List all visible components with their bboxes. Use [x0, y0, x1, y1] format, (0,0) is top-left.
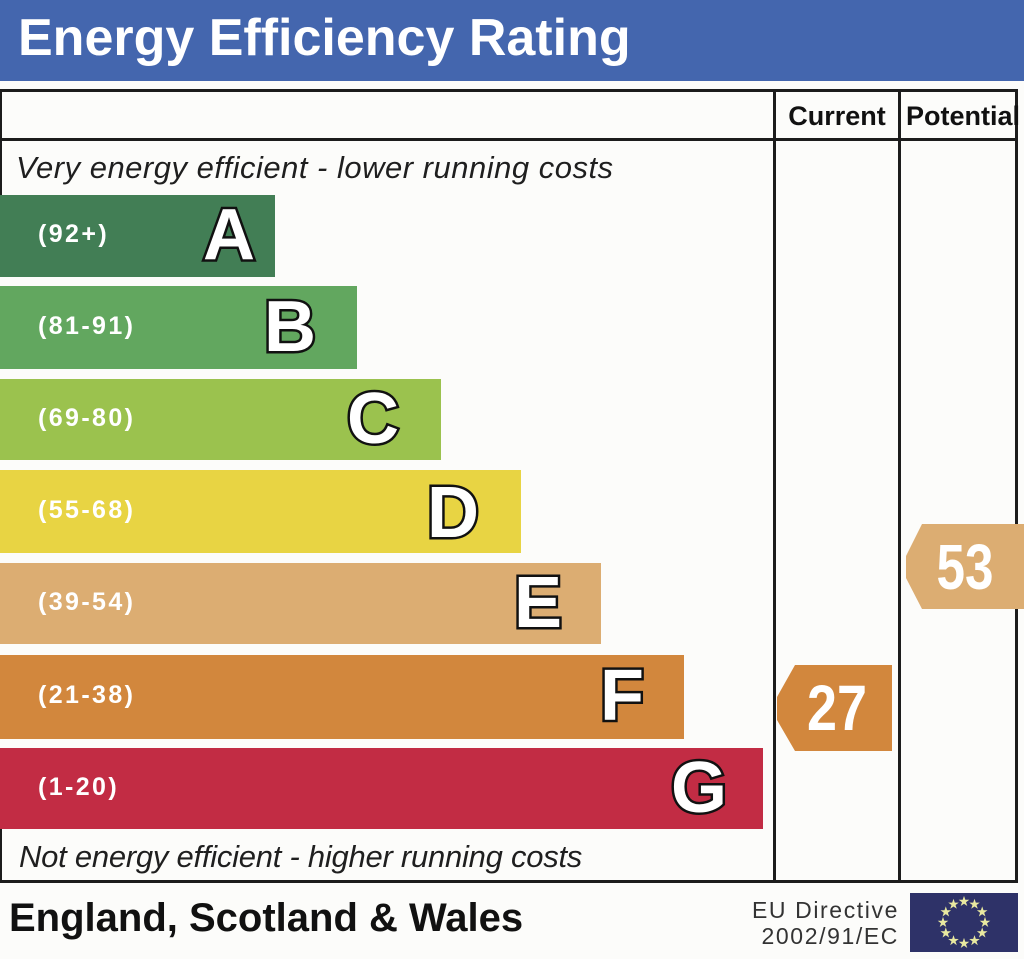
svg-text:D: D: [427, 473, 479, 553]
svg-text:B: B: [264, 287, 316, 367]
svg-text:E: E: [514, 563, 562, 643]
svg-text:53: 53: [937, 531, 994, 603]
svg-text:G: G: [671, 748, 727, 828]
svg-text:C: C: [347, 379, 399, 459]
svg-text:F: F: [600, 656, 644, 736]
svg-text:27: 27: [807, 672, 867, 744]
svg-text:A: A: [203, 195, 255, 275]
